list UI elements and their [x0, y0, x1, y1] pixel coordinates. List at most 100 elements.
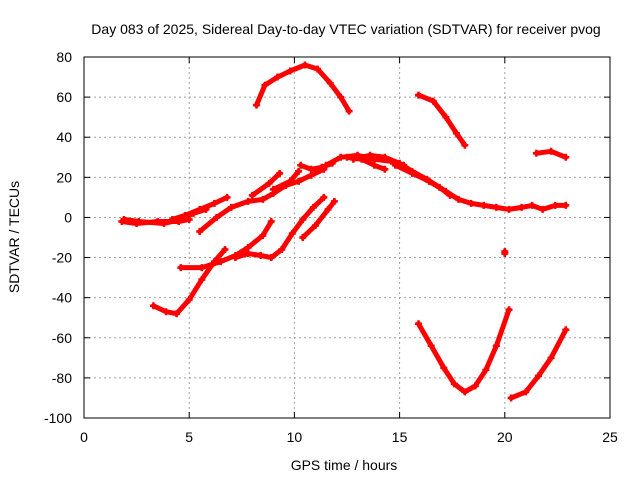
- x-tick-label: 5: [185, 429, 193, 445]
- data-point: [415, 91, 423, 99]
- data-point: [257, 252, 265, 260]
- data-point: [391, 161, 399, 169]
- data-point: [326, 79, 334, 87]
- data-point: [562, 326, 570, 334]
- y-tick-label: -100: [44, 410, 72, 426]
- series-line: [178, 219, 274, 271]
- data-point: [322, 161, 330, 169]
- data-point: [267, 254, 275, 262]
- data-point: [324, 205, 332, 213]
- data-point: [562, 201, 570, 209]
- series-line: [392, 162, 569, 212]
- data-point: [185, 296, 193, 304]
- data-point: [539, 205, 547, 213]
- data-point: [461, 141, 469, 149]
- data-point: [505, 306, 513, 314]
- series-track-k: [391, 161, 570, 213]
- data-point: [547, 354, 555, 362]
- x-tick-label: 0: [80, 429, 88, 445]
- data-point: [244, 197, 252, 205]
- data-point: [274, 73, 282, 81]
- data-point: [345, 107, 353, 115]
- data-point: [450, 380, 458, 388]
- data-point: [210, 258, 218, 266]
- data-point: [177, 264, 185, 272]
- series-track-r: [149, 246, 229, 318]
- series-track-f: [269, 167, 303, 193]
- data-point: [471, 382, 479, 390]
- data-point: [528, 201, 536, 209]
- data-point: [223, 193, 231, 201]
- series-track-t: [507, 326, 570, 402]
- data-layer: [118, 61, 570, 402]
- series-track-q: [299, 197, 338, 241]
- data-point: [173, 310, 181, 318]
- data-point: [276, 169, 284, 177]
- y-tick-label: -40: [52, 290, 72, 306]
- y-axis-label: SDTVAR / TECUs: [6, 181, 22, 293]
- data-point: [198, 264, 206, 272]
- y-tick-label: 0: [64, 209, 72, 225]
- data-point: [318, 163, 326, 171]
- data-point: [253, 101, 261, 109]
- data-point: [311, 221, 319, 229]
- y-tick-label: -60: [52, 330, 72, 346]
- data-point: [288, 229, 296, 237]
- series-track-p: [231, 193, 328, 262]
- data-point: [492, 203, 500, 211]
- grid-layer: [84, 57, 610, 418]
- data-point: [221, 246, 229, 254]
- y-tick-label: -80: [52, 370, 72, 386]
- data-point: [330, 197, 338, 205]
- data-point: [196, 227, 204, 235]
- data-point: [295, 167, 303, 175]
- data-point: [307, 165, 315, 173]
- data-point: [461, 388, 469, 396]
- series-dot-u: [501, 248, 509, 258]
- x-axis-label: GPS time / hours: [291, 457, 398, 473]
- data-point: [337, 153, 345, 161]
- plot-frame: [83, 56, 611, 419]
- data-point: [299, 234, 307, 241]
- series-track-d: [196, 165, 328, 235]
- series-line: [254, 62, 352, 114]
- data-point: [442, 187, 450, 195]
- y-tick-label: 60: [56, 89, 72, 105]
- data-point: [135, 217, 143, 225]
- data-point: [297, 161, 305, 169]
- y-tick-label: 20: [56, 169, 72, 185]
- data-point: [198, 276, 206, 284]
- data-point: [547, 147, 555, 155]
- data-point: [415, 320, 423, 328]
- data-point: [455, 195, 463, 203]
- data-point: [505, 205, 513, 213]
- data-point: [162, 308, 170, 316]
- series-line: [416, 307, 512, 395]
- data-point: [349, 155, 357, 163]
- data-point: [452, 129, 460, 137]
- data-point: [320, 193, 328, 201]
- data-point: [370, 161, 378, 169]
- x-tick-label: 20: [497, 429, 513, 445]
- data-point: [314, 65, 322, 73]
- data-point: [534, 372, 542, 380]
- data-point: [248, 191, 256, 199]
- data-point: [366, 151, 374, 159]
- data-point: [518, 203, 526, 211]
- data-point: [267, 217, 275, 225]
- data-point: [492, 342, 500, 350]
- y-tick-label: 40: [56, 129, 72, 145]
- data-point: [299, 215, 307, 223]
- series-track-l: [253, 61, 353, 115]
- data-point: [381, 153, 389, 161]
- data-point: [149, 302, 157, 310]
- chart-title: Day 083 of 2025, Sidereal Day-to-day VTE…: [91, 21, 600, 37]
- series-line: [197, 166, 327, 234]
- data-point: [295, 177, 303, 185]
- data-point: [259, 231, 267, 239]
- x-tick-label: 10: [287, 429, 303, 445]
- data-point: [181, 211, 189, 219]
- data-point: [269, 185, 277, 193]
- data-point: [244, 250, 252, 258]
